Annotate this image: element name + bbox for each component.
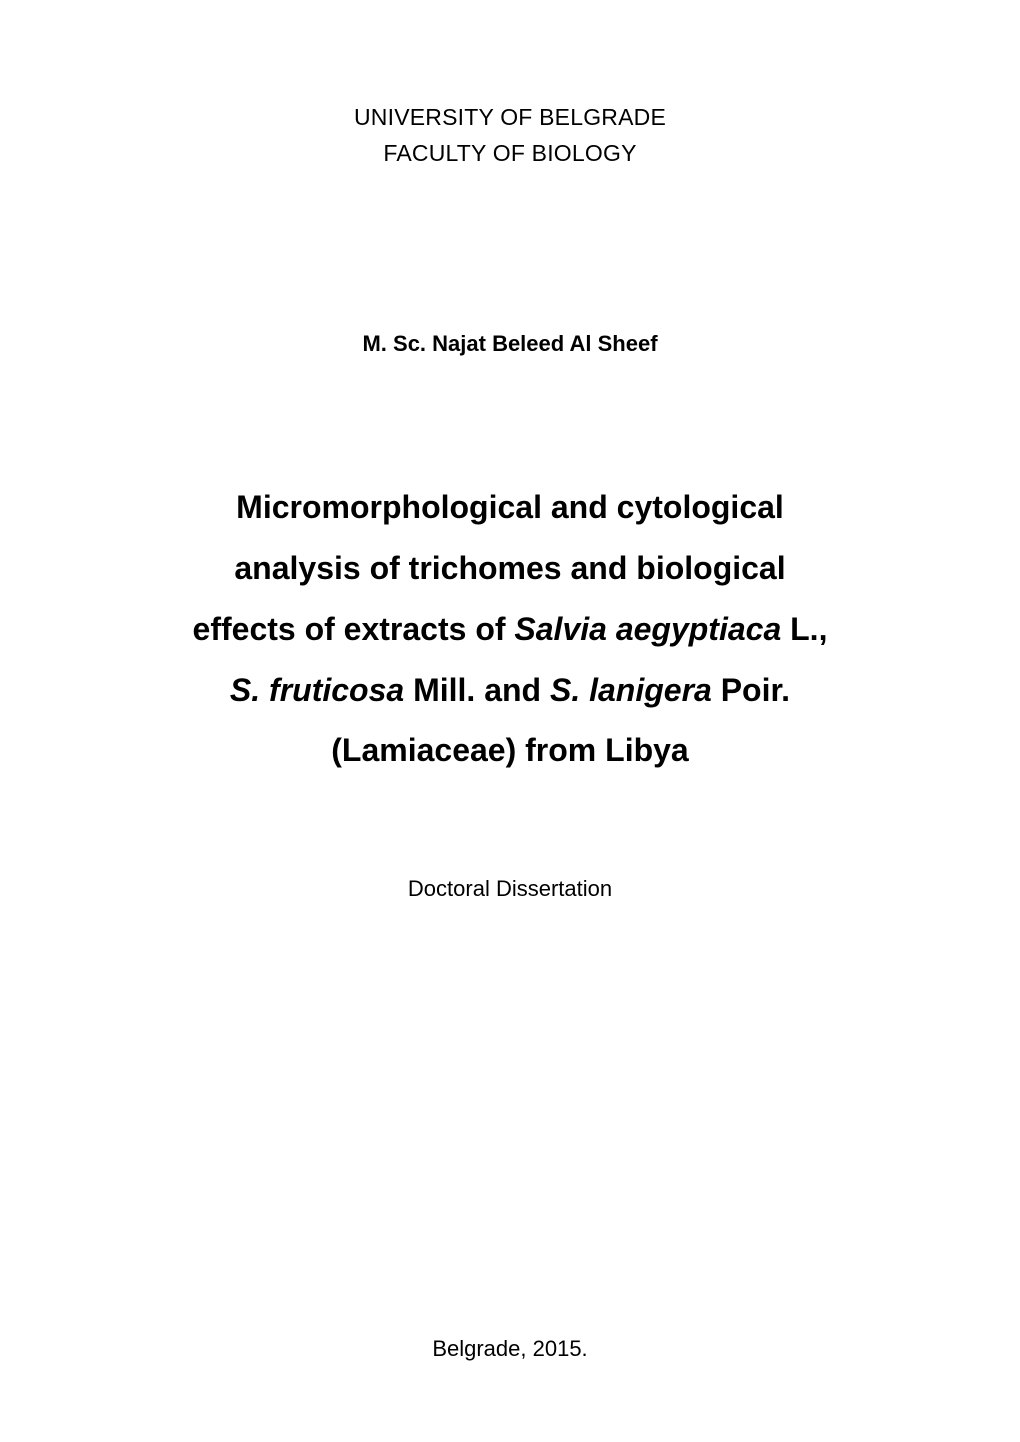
title-text: effects of extracts of <box>193 611 515 647</box>
title-line-5: (Lamiaceae) from Libya <box>193 720 828 781</box>
faculty-name: FACULTY OF BIOLOGY <box>354 136 666 172</box>
title-line-4: S. fruticosa Mill. and S. lanigera Poir. <box>193 660 828 721</box>
title-text: Poir. <box>712 672 790 708</box>
species-name: S. fruticosa <box>230 672 404 708</box>
title-text: Mill. and <box>404 672 550 708</box>
dissertation-title: Micromorphological and cytological analy… <box>193 477 828 781</box>
university-name: UNIVERSITY OF BELGRADE <box>354 100 666 136</box>
institution-block: UNIVERSITY OF BELGRADE FACULTY OF BIOLOG… <box>354 100 666 171</box>
title-line-2: analysis of trichomes and biological <box>193 538 828 599</box>
author-name: M. Sc. Najat Beleed Al Sheef <box>362 331 657 357</box>
title-page: UNIVERSITY OF BELGRADE FACULTY OF BIOLOG… <box>0 0 1020 1442</box>
title-line-3: effects of extracts of Salvia aegyptiaca… <box>193 599 828 660</box>
place-and-year: Belgrade, 2015. <box>432 1336 587 1362</box>
species-name: Salvia aegyptiaca <box>514 611 781 647</box>
title-line-1: Micromorphological and cytological <box>193 477 828 538</box>
title-text: L., <box>781 611 827 647</box>
document-type: Doctoral Dissertation <box>408 876 612 902</box>
species-name: S. lanigera <box>550 672 712 708</box>
